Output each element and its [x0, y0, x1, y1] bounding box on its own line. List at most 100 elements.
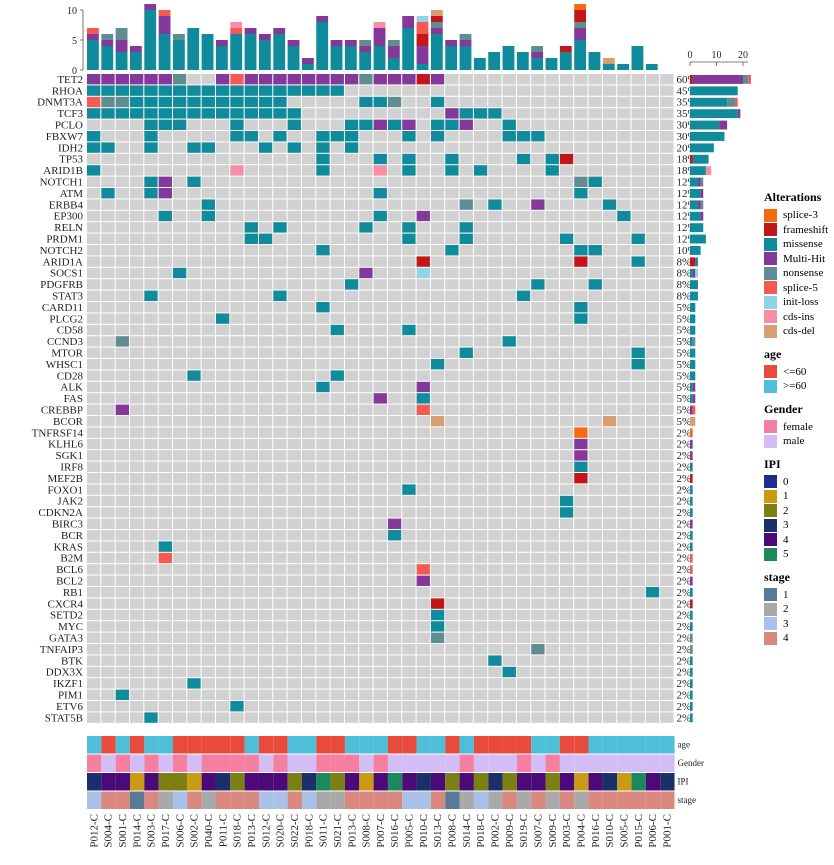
- empty-cell: [459, 324, 473, 336]
- empty-cell: [645, 450, 660, 461]
- empty-cell: [645, 598, 660, 609]
- gene-label: RHOA: [52, 85, 83, 97]
- empty-cell: [373, 552, 387, 564]
- empty-cell: [473, 701, 488, 712]
- empty-cell: [129, 267, 144, 279]
- empty-cell: [215, 712, 230, 723]
- empty-cell: [617, 233, 631, 244]
- empty-cell: [87, 416, 101, 427]
- mutation-cell: [87, 165, 101, 176]
- empty-cell: [660, 393, 674, 404]
- empty-cell: [645, 484, 660, 495]
- empty-cell: [201, 393, 215, 404]
- empty-cell: [588, 359, 602, 370]
- empty-cell: [502, 370, 516, 381]
- right-bar-segment: [692, 268, 696, 278]
- empty-cell: [502, 530, 516, 541]
- empty-cell: [660, 689, 674, 700]
- empty-cell: [645, 609, 660, 621]
- empty-cell: [144, 199, 158, 210]
- empty-cell: [588, 598, 602, 609]
- empty-cell: [617, 131, 631, 142]
- empty-cell: [158, 245, 172, 256]
- empty-cell: [115, 484, 129, 495]
- empty-cell: [574, 393, 588, 404]
- empty-cell: [588, 450, 602, 461]
- empty-cell: [273, 302, 287, 313]
- empty-cell: [545, 575, 559, 586]
- top-bar-segment: [344, 40, 357, 46]
- empty-cell: [359, 552, 373, 564]
- empty-cell: [531, 507, 545, 518]
- empty-cell: [230, 210, 244, 222]
- empty-cell: [416, 119, 430, 130]
- empty-cell: [129, 438, 144, 450]
- gene-label: NOTCH2: [40, 245, 83, 257]
- empty-cell: [602, 518, 617, 529]
- empty-cell: [230, 438, 244, 450]
- empty-cell: [531, 678, 545, 689]
- mutation-cell: [430, 621, 445, 632]
- empty-cell: [531, 267, 545, 279]
- empty-cell: [287, 279, 301, 290]
- empty-cell: [316, 655, 330, 666]
- empty-cell: [430, 210, 445, 222]
- empty-cell: [445, 701, 459, 712]
- empty-cell: [230, 324, 244, 336]
- empty-cell: [387, 644, 402, 655]
- legend-item: 2: [764, 504, 828, 519]
- empty-cell: [230, 199, 244, 210]
- empty-cell: [115, 701, 129, 712]
- empty-cell: [172, 245, 187, 256]
- empty-cell: [488, 85, 502, 96]
- empty-cell: [101, 233, 115, 244]
- empty-cell: [344, 188, 359, 199]
- mutation-cell: [101, 74, 115, 85]
- empty-cell: [387, 279, 402, 290]
- empty-cell: [574, 96, 588, 108]
- mutation-cell: [230, 74, 244, 85]
- empty-cell: [344, 393, 359, 404]
- mutation-cell: [574, 313, 588, 324]
- empty-cell: [330, 507, 344, 518]
- empty-cell: [445, 495, 459, 507]
- empty-cell: [101, 518, 115, 529]
- percent-label: 2%: [677, 450, 692, 462]
- empty-cell: [258, 336, 273, 347]
- gene-label: CD58: [57, 325, 84, 337]
- empty-cell: [445, 473, 459, 484]
- empty-cell: [402, 188, 416, 199]
- empty-cell: [287, 336, 301, 347]
- empty-cell: [387, 621, 402, 632]
- empty-cell: [531, 450, 545, 461]
- empty-cell: [617, 404, 631, 415]
- empty-cell: [402, 85, 416, 96]
- empty-cell: [402, 450, 416, 461]
- annotation-cell: [473, 791, 489, 809]
- empty-cell: [215, 632, 230, 643]
- empty-cell: [588, 222, 602, 233]
- empty-cell: [287, 609, 301, 621]
- empty-cell: [588, 495, 602, 507]
- empty-cell: [158, 575, 172, 586]
- legend: Alterations splice-3 frameshift missense Mul…: [764, 182, 828, 646]
- empty-cell: [459, 427, 473, 438]
- empty-cell: [588, 210, 602, 222]
- empty-cell: [559, 644, 574, 655]
- empty-cell: [617, 119, 631, 130]
- empty-cell: [574, 233, 588, 244]
- empty-cell: [473, 495, 488, 507]
- empty-cell: [516, 575, 531, 586]
- empty-cell: [230, 416, 244, 427]
- empty-cell: [344, 165, 359, 176]
- empty-cell: [244, 575, 258, 586]
- gene-label: CCND3: [47, 336, 84, 348]
- top-bar-segment: [602, 58, 615, 64]
- empty-cell: [359, 621, 373, 632]
- empty-cell: [545, 438, 559, 450]
- top-bar-segment: [430, 28, 443, 34]
- empty-cell: [574, 564, 588, 575]
- empty-cell: [301, 290, 316, 301]
- empty-cell: [416, 153, 430, 165]
- annotation-cell: [172, 773, 188, 791]
